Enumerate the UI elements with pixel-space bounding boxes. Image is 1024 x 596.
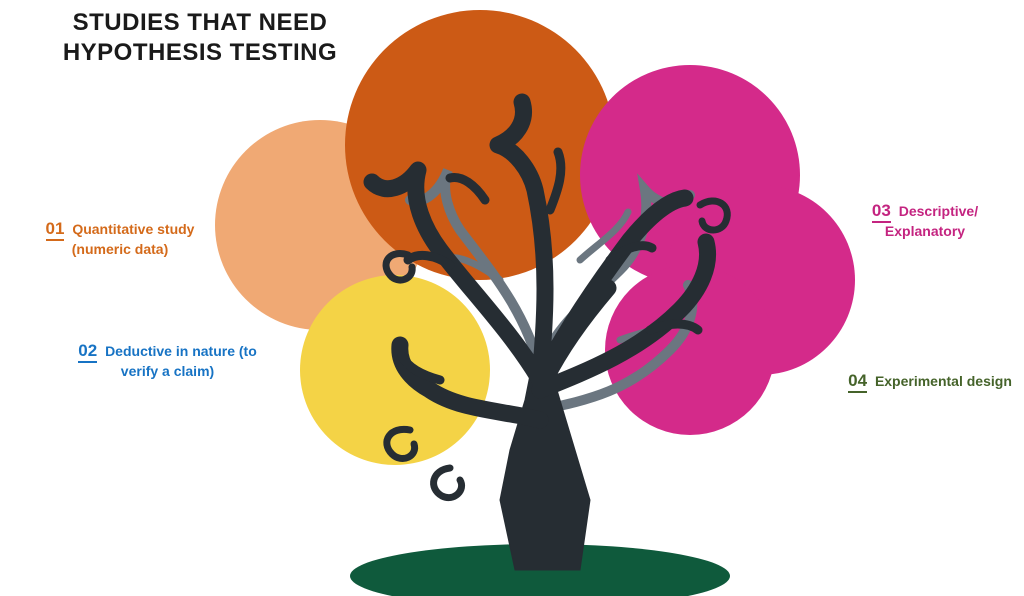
label-03-text: Descriptive/ Explanatory [885,203,978,239]
label-04-text: Experimental design [875,373,1012,389]
label-03-num: 03 [872,201,891,223]
label-02-text: Deductive in nature (to verify a claim) [105,343,257,379]
label-01-num: 01 [46,219,65,241]
label-01-text: Quantitative study (numeric data) [72,221,195,257]
label-04: 04 Experimental design [840,370,1020,392]
tree-icon [290,30,790,590]
label-03: 03 Descriptive/ Explanatory [830,200,1020,240]
infographic-stage: STUDIES THAT NEED HYPOTHESIS TESTING [0,0,1024,596]
label-02-num: 02 [78,341,97,363]
label-02: 02 Deductive in nature (to verify a clai… [60,340,275,380]
label-04-num: 04 [848,371,867,393]
label-01: 01 Quantitative study (numeric data) [30,218,210,258]
